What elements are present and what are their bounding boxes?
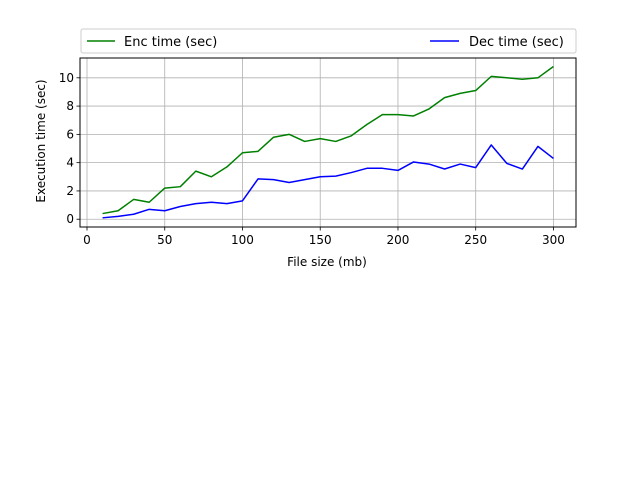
x-tick-label: 200 [387, 233, 410, 247]
legend-box [80, 28, 577, 54]
y-tick-label: 6 [66, 127, 74, 141]
x-axis-ticks: 0 50 100 150 200 250 300 [83, 227, 565, 247]
plot-frame [79, 57, 577, 228]
x-tick-label: 50 [157, 233, 172, 247]
y-tick-label: 2 [66, 184, 74, 198]
x-tick-label: 0 [83, 233, 91, 247]
y-tick-label: 8 [66, 99, 74, 113]
legend: Enc time (sec) Dec time (sec) [80, 28, 577, 54]
x-axis-label: File size (mb) [287, 255, 367, 269]
y-tick-label: 10 [59, 71, 74, 85]
legend-label: Dec time (sec) [469, 35, 564, 50]
y-axis-ticks: 0 2 4 6 8 10 [59, 71, 80, 226]
y-tick-label: 0 [66, 212, 74, 226]
x-tick-label: 250 [464, 233, 487, 247]
series-lines [102, 65, 554, 219]
series-line-1 [102, 65, 554, 215]
y-axis-label: Execution time (sec) [34, 79, 48, 202]
x-tick-label: 150 [309, 233, 332, 247]
x-tick-label: 100 [231, 233, 254, 247]
x-tick-label: 300 [542, 233, 565, 247]
legend-label: Enc time (sec) [124, 35, 217, 50]
y-tick-label: 4 [66, 156, 74, 170]
series-line-2 [102, 144, 554, 219]
